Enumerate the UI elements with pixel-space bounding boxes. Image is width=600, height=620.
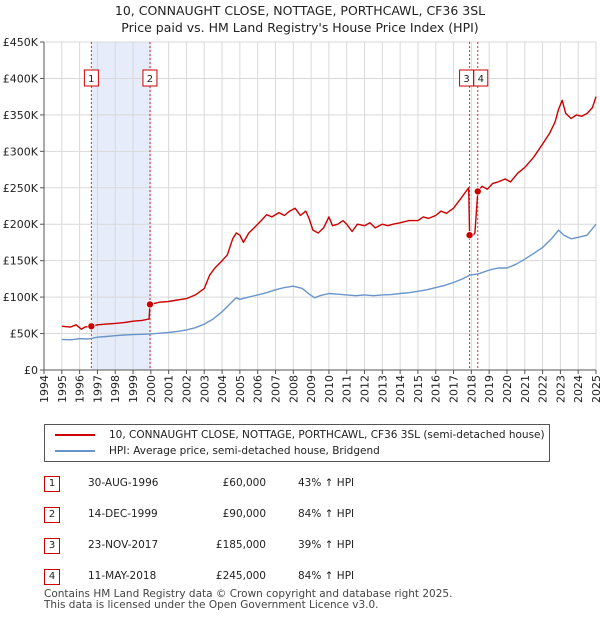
x-tick-label: 1994 [38, 375, 51, 403]
y-tick-label: £100K [3, 291, 39, 304]
hpi-line [61, 223, 597, 341]
sale-hpi-change: 84% ↑ HPI [298, 508, 355, 520]
sale-row: 3 23-NOV-2017 £185,000 39% ↑ HPI [44, 532, 564, 562]
legend-item-hpi: HPI: Average price, semi-detached house,… [45, 443, 380, 459]
price-paid-line [61, 96, 597, 330]
legend-swatch-hpi [55, 450, 95, 452]
x-tick-label: 2021 [519, 375, 532, 403]
sale-number-badge: 1 [44, 476, 60, 492]
x-tick-label: 2011 [341, 375, 354, 403]
sale-date: 30-AUG-1996 [88, 477, 159, 489]
y-tick-label: £350K [3, 109, 39, 122]
x-tick-label: 2013 [376, 375, 389, 403]
x-tick-label: 1996 [74, 375, 87, 403]
sale-number-badge: 4 [44, 569, 60, 585]
y-tick-label: £0 [24, 364, 38, 377]
x-tick-label: 2014 [394, 375, 407, 403]
x-tick-label: 2010 [323, 375, 336, 403]
x-tick-label: 2005 [234, 375, 247, 403]
sale-hpi-change: 39% ↑ HPI [298, 539, 355, 551]
y-tick-label: £150K [3, 255, 39, 268]
footer-line-2: This data is licensed under the Open Gov… [44, 599, 379, 611]
x-tick-label: 2012 [359, 375, 372, 403]
sale-price: £185,000 [215, 539, 266, 551]
price-chart: 1 2 3 4 £0 £50K £100K £150K £200K £250K £300K £350K… [3, 36, 600, 403]
sale-marker-label: 3 [463, 74, 469, 85]
chart-legend: 10, CONNAUGHT CLOSE, NOTTAGE, PORTHCAWL,… [44, 424, 550, 462]
sale-marker-box [142, 69, 158, 87]
x-tick-label: 2004 [216, 375, 229, 403]
y-tick-label: £400K [3, 72, 39, 85]
x-tick-label: 1995 [56, 375, 69, 403]
chart-title-line-2: Price paid vs. HM Land Registry's House … [121, 20, 479, 35]
x-tick-label: 2007 [269, 375, 282, 403]
y-tick-label: £200K [3, 218, 39, 231]
x-tick-label: 2015 [412, 375, 425, 403]
x-tick-label: 2016 [430, 375, 443, 403]
x-tick-label: 2000 [145, 375, 158, 403]
legend-item-price-paid: 10, CONNAUGHT CLOSE, NOTTAGE, PORTHCAWL,… [45, 427, 545, 443]
y-tick-label: £50K [10, 328, 39, 341]
x-tick-label: 2020 [501, 375, 514, 403]
footer-attribution: Contains HM Land Registry data © Crown c… [44, 589, 452, 611]
sale-row: 2 14-DEC-1999 £90,000 84% ↑ HPI [44, 501, 564, 531]
sale-point [473, 187, 482, 196]
chart-title-line-1: 10, CONNAUGHT CLOSE, NOTTAGE, PORTHCAWL,… [114, 3, 486, 18]
x-tick-label: 2003 [198, 375, 211, 403]
sale-marker-label: 4 [478, 74, 484, 85]
sale-point [145, 300, 154, 309]
sale-marker-box [473, 69, 489, 87]
x-tick-label: 2024 [572, 375, 585, 403]
x-tick-label: 2002 [180, 375, 193, 403]
sale-row: 4 11-MAY-2018 £245,000 84% ↑ HPI [44, 563, 564, 593]
legend-label-hpi: HPI: Average price, semi-detached house,… [109, 445, 380, 457]
sale-number-badge: 3 [44, 538, 60, 554]
x-tick-label: 2019 [483, 375, 496, 403]
sale-price: £90,000 [222, 508, 266, 520]
sale-hpi-change: 84% ↑ HPI [298, 570, 355, 582]
x-tick-label: 1998 [109, 375, 122, 403]
x-tick-label: 2009 [305, 375, 318, 403]
sale-number-badge: 2 [44, 507, 60, 523]
sale-date: 11-MAY-2018 [88, 570, 157, 582]
x-tick-label: 2008 [287, 375, 300, 403]
sale-price: £245,000 [215, 570, 266, 582]
x-tick-label: 2018 [465, 375, 478, 403]
x-tick-label: 2023 [554, 375, 567, 403]
x-tick-label: 2022 [537, 375, 550, 403]
y-tick-label: £300K [3, 145, 39, 158]
sale-point [87, 322, 96, 331]
x-tick-label: 2017 [448, 375, 461, 403]
y-tick-label: £250K [3, 182, 39, 195]
x-tick-label: 2001 [163, 375, 176, 403]
sale-price: £60,000 [222, 477, 266, 489]
x-tick-label: 2025 [590, 375, 600, 403]
sale-date: 23-NOV-2017 [88, 539, 159, 551]
x-tick-label: 1999 [127, 375, 140, 403]
sale-marker-label: 1 [88, 74, 94, 85]
sale-marker-label: 2 [147, 74, 153, 85]
x-tick-label: 1997 [91, 375, 104, 403]
sale-hpi-change: 43% ↑ HPI [298, 477, 355, 489]
y-tick-label: £450K [3, 36, 39, 49]
sale-date: 14-DEC-1999 [88, 508, 158, 520]
sale-point [465, 231, 474, 240]
footer-line-1: Contains HM Land Registry data © Crown c… [44, 588, 453, 600]
x-tick-label: 2006 [252, 375, 265, 403]
shaded-period [91, 42, 150, 370]
chart-title: 10, CONNAUGHT CLOSE, NOTTAGE, PORTHCAWL,… [0, 2, 600, 36]
sale-marker-box [83, 69, 99, 87]
sale-row: 1 30-AUG-1996 £60,000 43% ↑ HPI [44, 470, 564, 500]
legend-swatch-price-paid [55, 434, 95, 436]
legend-label-price-paid: 10, CONNAUGHT CLOSE, NOTTAGE, PORTHCAWL,… [109, 429, 545, 441]
